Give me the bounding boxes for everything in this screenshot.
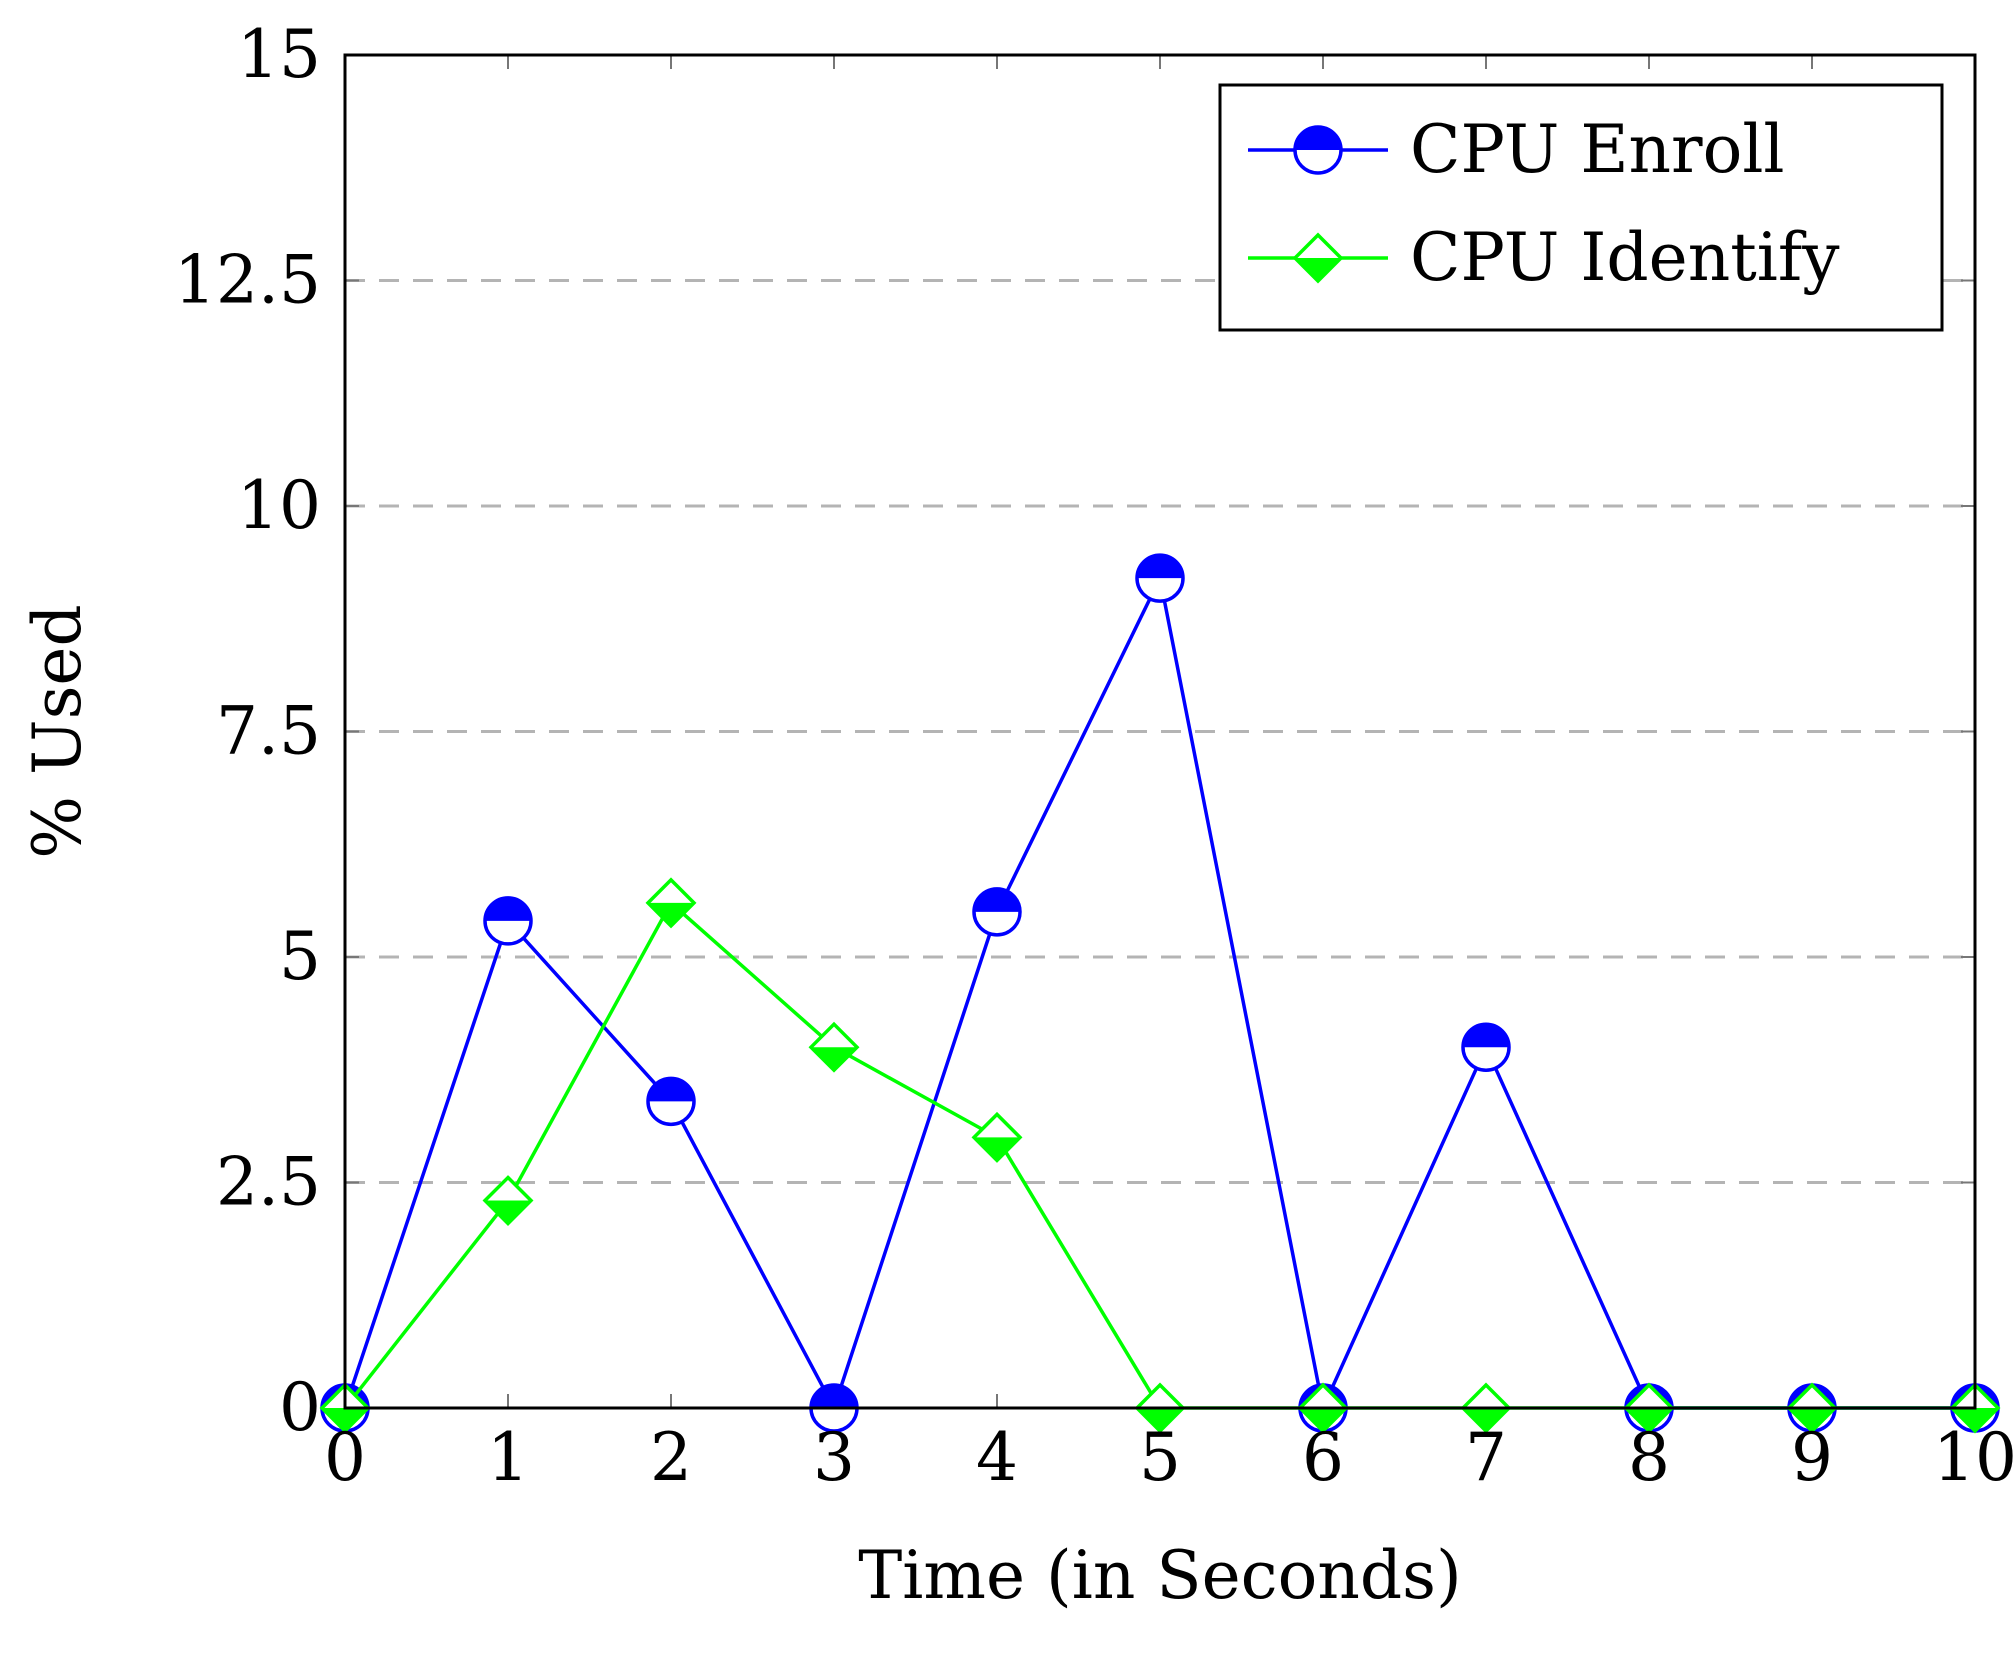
x-tick-label: 1 [487, 1419, 529, 1496]
y-tick-label: 7.5 [216, 693, 321, 770]
legend-label: CPU Identify [1410, 219, 1840, 296]
data-point [971, 1111, 1023, 1163]
legend-box [1218, 83, 1944, 332]
y-tick-label: 15 [237, 16, 321, 93]
legend-marker [1293, 125, 1343, 175]
y-tick-label: 10 [237, 467, 321, 544]
data-point [482, 1175, 534, 1227]
y-axis-title: % Used [19, 604, 96, 859]
x-tick-label: 3 [813, 1419, 855, 1496]
x-tick-label: 7 [1465, 1419, 1507, 1496]
y-tick-label: 12.5 [174, 242, 321, 319]
legend-marker [1292, 232, 1344, 284]
legend-label: CPU Enroll [1410, 111, 1785, 188]
legend-entry: CPU Enroll [1248, 111, 1785, 188]
tick-labels: 0 2.5 5 7.5 10 12.5 15 0 1 2 3 4 5 6 7 8 9 10 [174, 16, 2016, 1496]
y-tick-label: 2.5 [216, 1144, 321, 1221]
x-tick-label: 10 [1933, 1419, 2016, 1496]
x-tick-label: 9 [1791, 1419, 1833, 1496]
x-tick-label: 2 [650, 1419, 692, 1496]
data-point [645, 877, 697, 929]
x-tick-label: 0 [324, 1419, 366, 1496]
data-point [808, 1021, 860, 1073]
plot-frame [343, 53, 1977, 1410]
x-tick-label: 5 [1139, 1419, 1181, 1496]
x-tick-label: 8 [1628, 1419, 1670, 1496]
legend-entry: CPU Identify [1248, 219, 1840, 296]
data-point [646, 1076, 696, 1127]
legend: CPU Enroll CPU Identify [1218, 83, 1944, 332]
data-point [1461, 1022, 1511, 1072]
x-axis-title: Time (in Seconds) [858, 1537, 1461, 1614]
data-point [483, 896, 533, 946]
data-point [319, 1382, 371, 1434]
y-tick-label: 0 [279, 1369, 321, 1446]
x-tick-label: 4 [976, 1419, 1018, 1496]
data-point [972, 887, 1022, 937]
y-tick-label: 5 [279, 918, 321, 995]
x-tick-label: 6 [1302, 1419, 1344, 1496]
data-point [1135, 553, 1185, 603]
